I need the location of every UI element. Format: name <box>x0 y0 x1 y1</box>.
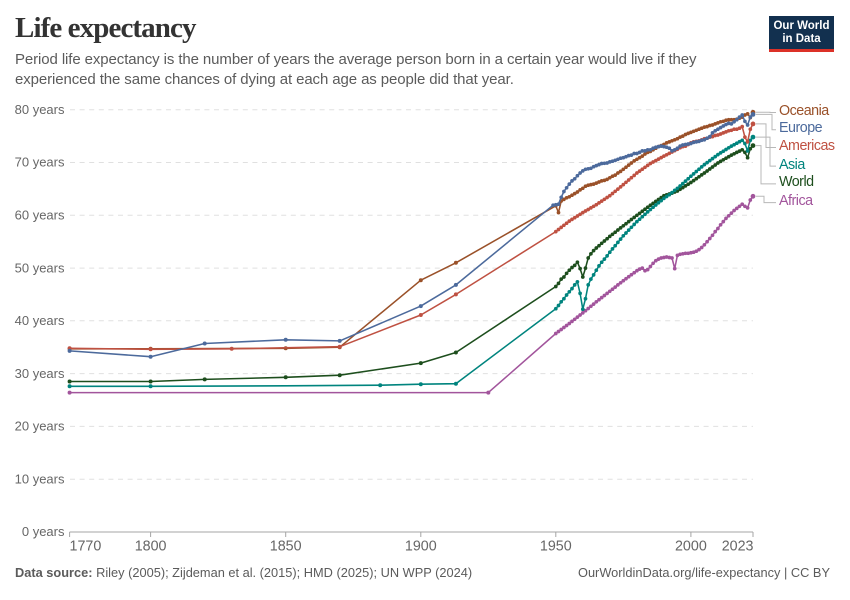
svg-text:2023: 2023 <box>722 539 754 555</box>
svg-text:1900: 1900 <box>405 539 437 555</box>
svg-text:1770: 1770 <box>70 539 102 555</box>
svg-text:10 years: 10 years <box>15 471 65 486</box>
svg-text:60 years: 60 years <box>15 208 65 223</box>
svg-text:1800: 1800 <box>135 539 167 555</box>
svg-text:30 years: 30 years <box>15 366 65 381</box>
svg-text:80 years: 80 years <box>15 102 65 117</box>
svg-text:1950: 1950 <box>540 539 572 555</box>
svg-text:40 years: 40 years <box>15 313 65 328</box>
svg-text:1850: 1850 <box>270 539 302 555</box>
svg-text:2000: 2000 <box>675 539 707 555</box>
svg-text:20 years: 20 years <box>15 419 65 434</box>
svg-text:70 years: 70 years <box>15 155 65 170</box>
svg-text:0 years: 0 years <box>22 524 65 539</box>
svg-text:50 years: 50 years <box>15 260 65 275</box>
